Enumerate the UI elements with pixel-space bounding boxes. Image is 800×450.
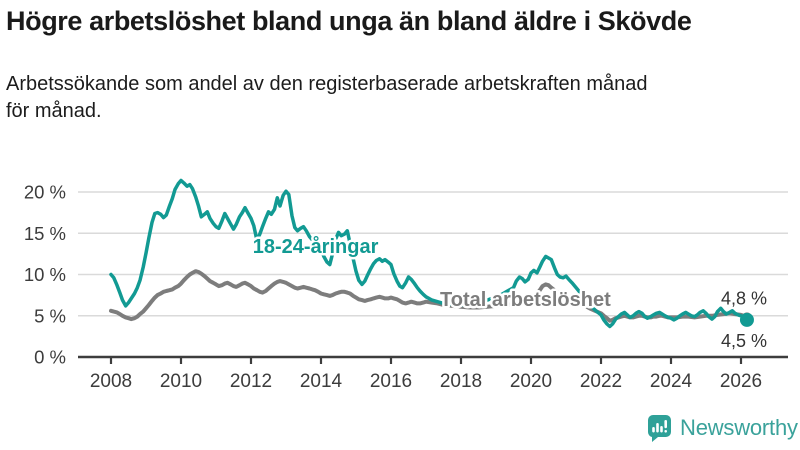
x-tick-label-2016: 2016 — [370, 371, 412, 392]
x-tick-label-2014: 2014 — [300, 371, 343, 392]
chart-subtitle-line-1: Arbetssökande som andel av den registerb… — [6, 73, 648, 95]
logo-bar-3 — [660, 426, 663, 433]
x-tick-label-2008: 2008 — [90, 371, 132, 392]
logo-bar-2 — [656, 423, 659, 433]
y-tick-label-0: 0 % — [34, 347, 66, 368]
x-tick-label-2020: 2020 — [510, 371, 552, 392]
page-title: Högre arbetslöshet bland unga än bland ä… — [6, 6, 692, 36]
x-tick-label-2018: 2018 — [440, 371, 482, 392]
chart-subtitle-line-2: för månad. — [6, 100, 102, 123]
newsworthy-logo-icon — [647, 415, 671, 442]
x-tick-label-2026: 2026 — [720, 371, 762, 392]
chart-subtitle: Arbetssökande som andel av den registerb… — [6, 71, 726, 126]
end-value-label-total-arbetsl-shet: 4,8 % — [721, 288, 767, 308]
y-tick-label-10: 10 % — [24, 264, 66, 285]
logo-bubble-shape — [647, 415, 671, 442]
series-label-18-24-ringar: 18-24-åringar — [253, 235, 379, 258]
end-value-label-18-24-ringar: 4,5 % — [721, 331, 767, 351]
x-tick-label-2024: 2024 — [650, 371, 693, 392]
x-tick-label-2010: 2010 — [160, 371, 202, 392]
x-tick-label-2022: 2022 — [580, 371, 622, 392]
newsworthy-wordmark: Newsworthy — [680, 415, 798, 440]
y-tick-label-20: 20 % — [24, 182, 66, 203]
series-line-18-24-ringar — [109, 178, 749, 329]
logo-exclamation-dot — [664, 430, 667, 433]
series-end-dot-18-24-ringar — [739, 312, 754, 327]
logo-bar-1 — [652, 427, 655, 433]
logo-exclamation-bar — [664, 420, 667, 429]
series-line-total-arbetsl-shet — [109, 269, 749, 323]
y-tick-label-5: 5 % — [34, 305, 66, 326]
series-label-total-arbetsl-shet: Total arbetslöshet — [440, 289, 611, 311]
newsworthy-logo: Newsworthy — [646, 413, 798, 443]
x-tick-label-2012: 2012 — [230, 371, 272, 392]
y-tick-label-15: 15 % — [24, 223, 66, 244]
